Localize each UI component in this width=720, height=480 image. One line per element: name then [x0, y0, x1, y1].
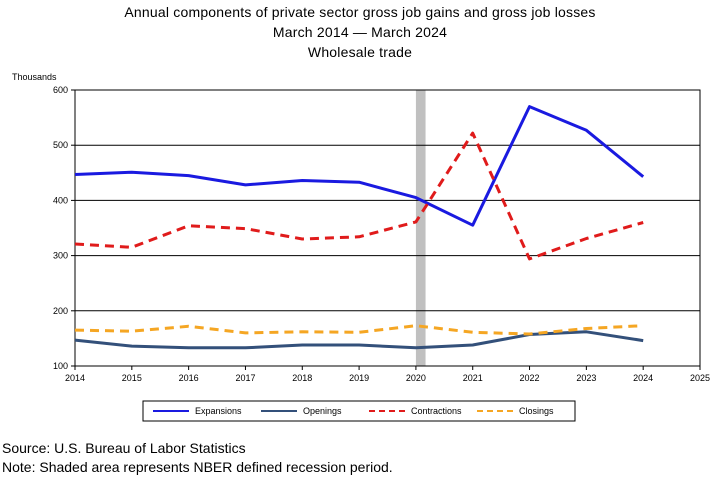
y-tick-label-300: 300 — [53, 251, 68, 261]
series-line-expansions — [74, 105, 645, 227]
x-tick-label-2024: 2024 — [633, 373, 653, 383]
y-tick-label-400: 400 — [53, 195, 68, 205]
y-tick-label-600: 600 — [53, 85, 68, 95]
x-tick-label-2016: 2016 — [179, 373, 199, 383]
chart-subtitle-industry: Wholesale trade — [307, 44, 413, 60]
x-tick-label-2015: 2015 — [122, 373, 142, 383]
x-tick-label-2025: 2025 — [690, 373, 710, 383]
legend-label-contractions: Contractions — [411, 406, 462, 416]
legend-label-expansions: Expansions — [195, 406, 242, 416]
x-tick-label-2018: 2018 — [292, 373, 312, 383]
recession-note: Note: Shaded area represents NBER define… — [2, 459, 393, 475]
legend-box — [142, 400, 576, 422]
y-tick-label-100: 100 — [53, 361, 68, 371]
y-tick-label-500: 500 — [53, 140, 68, 150]
x-tick-label-2023: 2023 — [576, 373, 596, 383]
x-tick-label-2014: 2014 — [65, 373, 85, 383]
source-note: Source: U.S. Bureau of Labor Statistics — [2, 440, 246, 456]
chart-subtitle-period: March 2014 — March 2024 — [272, 24, 448, 40]
series-line-contractions — [74, 131, 644, 261]
x-tick-label-2017: 2017 — [235, 373, 255, 383]
x-tick-label-2019: 2019 — [349, 373, 369, 383]
y-axis-label: Thousands — [12, 72, 57, 82]
series-line-openings — [74, 330, 644, 350]
x-tick-label-2020: 2020 — [406, 373, 426, 383]
legend-label-closings: Closings — [519, 406, 554, 416]
x-tick-label-2021: 2021 — [463, 373, 483, 383]
legend-label-openings: Openings — [303, 406, 342, 416]
y-tick-label-200: 200 — [53, 306, 68, 316]
x-tick-label-2022: 2022 — [520, 373, 540, 383]
recession-band — [415, 90, 426, 366]
plot-frame — [74, 89, 701, 367]
chart-title: Annual components of private sector gros… — [124, 4, 596, 20]
series-line-closings — [74, 324, 644, 336]
